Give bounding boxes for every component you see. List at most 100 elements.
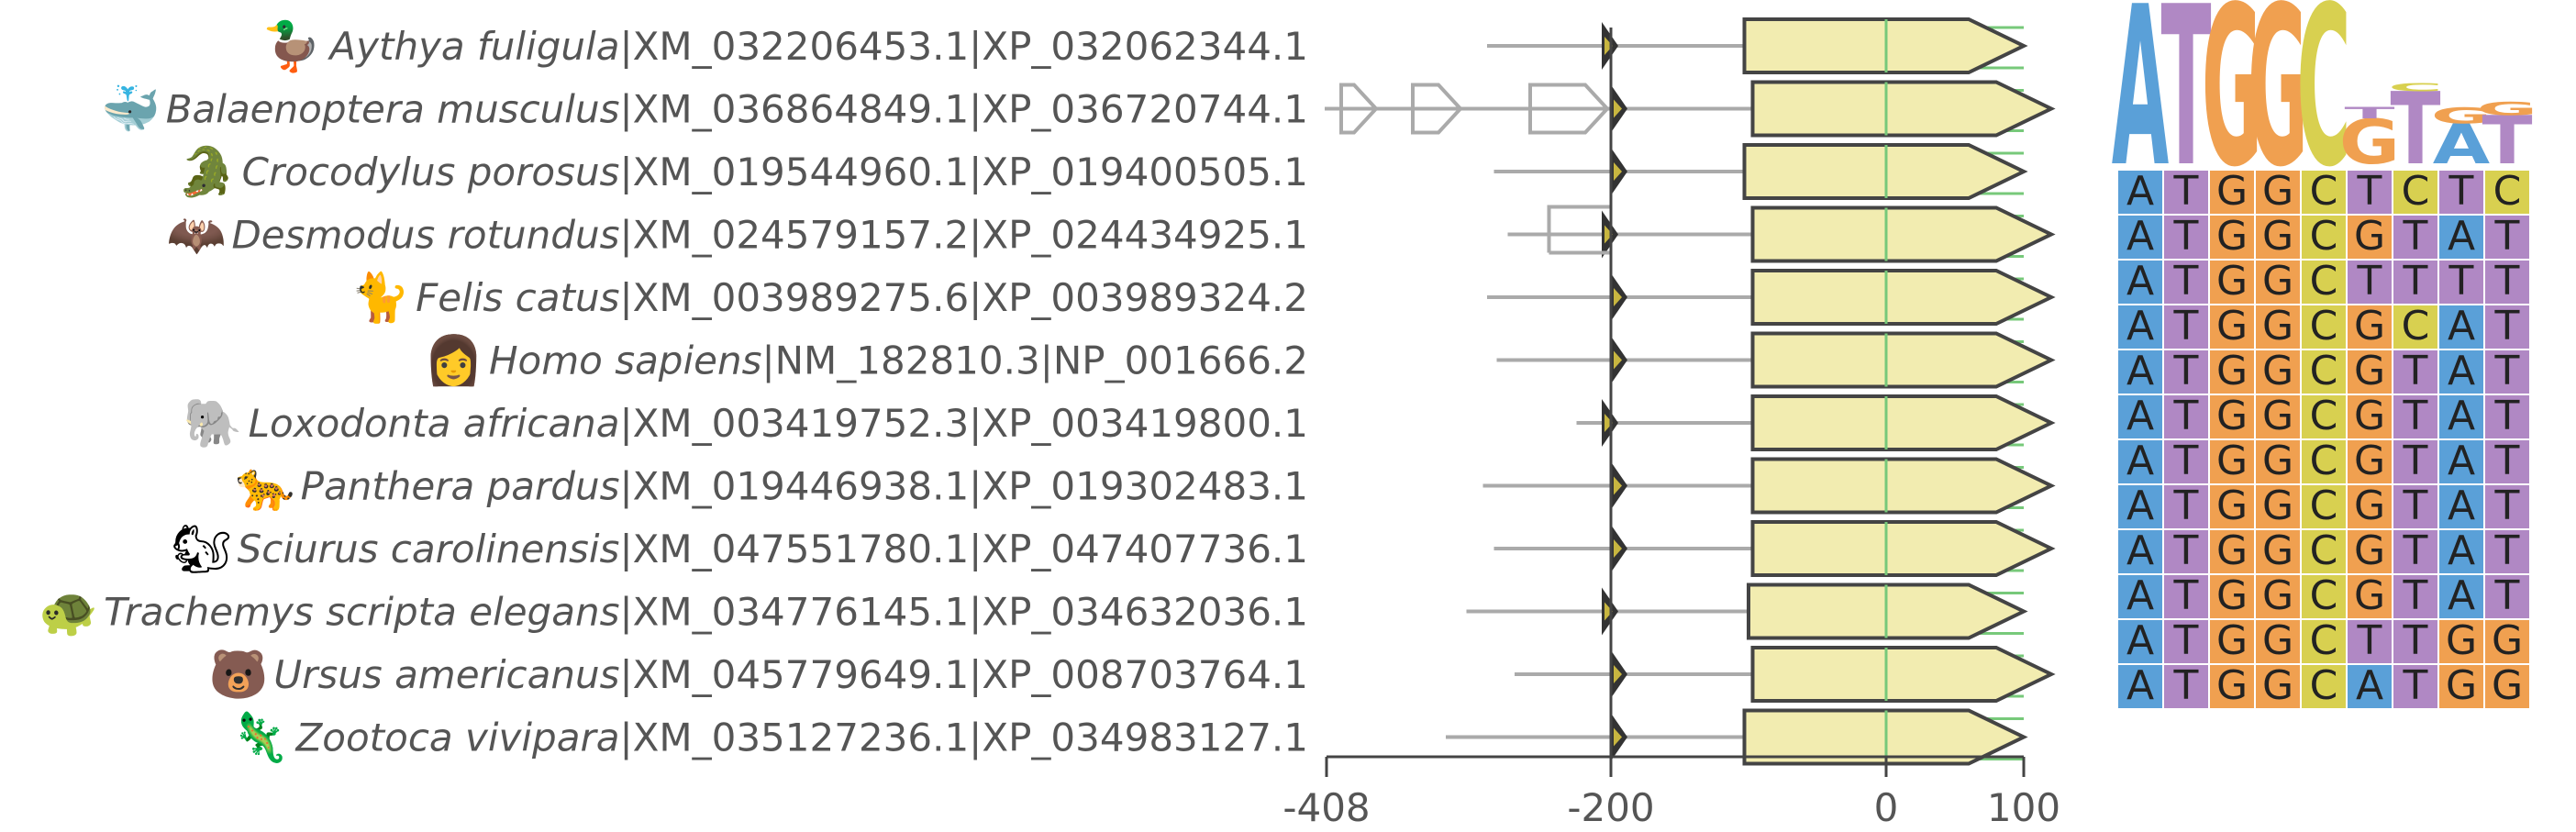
sequence-letter: A (2126, 168, 2154, 215)
gene-track (1515, 646, 2056, 703)
sequence-cell (2392, 573, 2439, 620)
upstream-feature-arrows (1339, 83, 1610, 135)
gene-track (1446, 708, 2028, 766)
tss-marker-inner (1614, 539, 1622, 558)
sequence-cell (2483, 528, 2531, 575)
sequence-cell (2162, 259, 2210, 305)
accession-text: |XM_003419752.3|XP_003419800.1 (619, 401, 1308, 446)
sequence-letter: G (2216, 483, 2248, 529)
sequence-cell (2483, 304, 2531, 350)
species-name: Ursus americanus (273, 652, 619, 697)
sequence-letter: T (2494, 527, 2520, 574)
sequence-cell (2116, 304, 2164, 350)
sequence-letter: T (2403, 662, 2428, 709)
sequence-cell (2208, 483, 2256, 530)
sequence-letter: C (2310, 168, 2338, 215)
species-name: Crocodylus porosus (242, 150, 620, 194)
accession-text: |XM_024579157.2|XP_024434925.1 (619, 213, 1308, 258)
sequence-letter: G (2216, 572, 2248, 619)
sequence-letter: G (2262, 168, 2293, 215)
sequence-cell (2437, 663, 2485, 710)
species-label: Sciurus carolinensis|XM_047551780.1|XP_0… (238, 527, 1308, 571)
accession-text: |XM_019446938.1|XP_019302483.1 (619, 464, 1308, 509)
logo-letter: C (2388, 81, 2442, 94)
tss-marker-inner (1614, 665, 1622, 683)
logo-letter: T (2482, 103, 2532, 180)
species-label: Panthera pardus|XM_019446938.1|XP_019302… (301, 464, 1308, 509)
alt-feature-outline (1547, 205, 1611, 253)
sequence-cell (2483, 438, 2531, 485)
sequence-letter: A (2126, 438, 2154, 484)
sequence-letter: A (2126, 483, 2154, 529)
sequence-letter: G (2262, 438, 2293, 484)
species-name: Trachemys scripta elegans (104, 590, 619, 635)
sequence-letter: G (2262, 213, 2293, 260)
sequence-cell (2483, 573, 2531, 620)
sequence-letter: G (2492, 617, 2523, 664)
cds-arrow (1750, 331, 2056, 389)
sequence-letter: C (2402, 168, 2430, 215)
sequence-letter: G (2216, 258, 2248, 305)
sequence-letter: G (2262, 258, 2293, 305)
sequence-letter: C (2310, 438, 2338, 484)
sequence-letter: G (2262, 617, 2293, 664)
cds-arrow (1742, 17, 2028, 74)
sequence-letter: T (2357, 168, 2382, 215)
sequence-letter: T (2173, 617, 2199, 664)
sequence-cell (2208, 259, 2256, 305)
duck-icon: 🦆 (262, 18, 322, 74)
sequence-letter: C (2310, 617, 2338, 664)
upstream-arrow (1339, 83, 1379, 135)
sequence-letter: G (2354, 572, 2385, 619)
sequence-letter: T (2173, 168, 2199, 215)
sequence-cell (2483, 618, 2531, 665)
species-name: Homo sapiens (489, 338, 762, 383)
gene-track (1576, 394, 2056, 451)
gene-tracks (1325, 17, 2056, 766)
sequence-cell (2162, 483, 2210, 530)
sequence-cell (2208, 663, 2256, 710)
gene-track (1493, 143, 2028, 200)
sequence-letter: G (2216, 348, 2248, 394)
accession-text: |XM_036864849.1|XP_036720744.1 (619, 87, 1308, 132)
sequence-cell (2116, 438, 2164, 485)
sequence-letter: G (2216, 527, 2248, 574)
sequence-letter: C (2402, 303, 2430, 349)
lizard-icon: 🦎 (230, 710, 290, 766)
tss-marker-inner (1614, 476, 1622, 495)
gene-track (1487, 17, 2028, 74)
sequence-letter: T (2403, 617, 2428, 664)
tss-marker-inner (1614, 99, 1622, 118)
sequence-letter: A (2126, 527, 2154, 574)
sequence-letter: T (2403, 393, 2428, 439)
sequence-cell (2437, 438, 2485, 485)
species-label: Homo sapiens|NM_182810.3|NP_001666.2 (489, 338, 1308, 383)
sequence-letter: G (2216, 617, 2248, 664)
cds-arrow (1750, 80, 2056, 138)
sequence-letter: G (2216, 303, 2248, 349)
sequence-letter: A (2448, 438, 2475, 484)
sequence-cell (2300, 528, 2348, 575)
sequence-letter: C (2310, 483, 2338, 529)
sequence-cell (2300, 573, 2348, 620)
species-name: Desmodus rotundus (231, 213, 619, 258)
logo-letter: T (2391, 72, 2441, 187)
sequence-letter: A (2126, 213, 2154, 260)
sequence-letter: G (2354, 213, 2385, 260)
species-label: Trachemys scripta elegans|XM_034776145.1… (104, 590, 1308, 635)
sequence-letter: A (2448, 572, 2475, 619)
sequence-letter: A (2448, 348, 2475, 394)
sequence-letter: T (2494, 438, 2520, 484)
tss-marker-inner (1604, 37, 1613, 55)
logo-letter: G (2431, 103, 2492, 128)
sequence-cell (2483, 169, 2531, 216)
gene-track (1487, 269, 2056, 326)
sequence-letter: T (2448, 258, 2474, 305)
sequence-letter: T (2173, 572, 2199, 619)
bat-icon: 🦇 (167, 208, 227, 263)
species-name: Felis catus (416, 275, 619, 320)
logo-letter: G (2339, 106, 2400, 178)
sequence-cell (2254, 663, 2302, 710)
cds-arrow (1742, 708, 2028, 766)
